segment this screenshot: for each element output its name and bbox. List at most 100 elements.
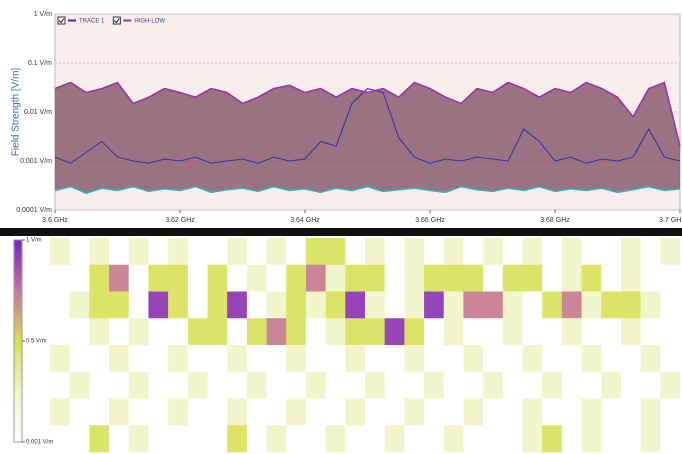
heatmap-cell	[542, 345, 563, 373]
heatmap-cell	[640, 318, 661, 346]
heatmap-cell	[384, 371, 405, 399]
heatmap-cell	[109, 238, 130, 266]
heatmap-cell	[404, 398, 425, 426]
heatmap-cell	[187, 371, 208, 399]
heatmap-cell	[443, 398, 464, 426]
heatmap-cell	[581, 291, 602, 319]
heatmap-cell	[345, 345, 366, 373]
heatmap-cell	[424, 318, 445, 346]
heatmap-cell	[365, 398, 385, 426]
legend-label: HIGH-LOW	[134, 19, 165, 25]
heatmap-cell	[522, 398, 543, 426]
heatmap-cell	[620, 318, 641, 346]
heatmap-cell	[207, 398, 228, 426]
heatmap-cell	[660, 371, 681, 399]
heatmap-cell	[168, 425, 189, 453]
heatmap-cell	[660, 345, 681, 373]
heatmap-cell	[522, 291, 543, 319]
heatmap-cell	[128, 425, 149, 453]
heatmap-cell	[483, 345, 504, 373]
heatmap-cell	[69, 318, 90, 346]
heatmap-cell	[404, 291, 425, 319]
heatmap-cell	[168, 318, 189, 346]
heatmap-cell	[522, 238, 543, 266]
heatmap-cell	[660, 264, 681, 292]
heatmap-cell	[89, 291, 110, 319]
heatmap-cell	[660, 318, 681, 346]
heatmap-cell	[128, 345, 149, 373]
heatmap-cell	[424, 264, 445, 292]
heatmap-cell	[404, 238, 425, 266]
heatmap-cell	[522, 318, 543, 346]
heatmap-cell	[640, 345, 661, 373]
heatmap-cell	[50, 371, 70, 399]
heatmap-cell	[384, 425, 405, 453]
heatmap-cell	[128, 318, 149, 346]
legend-checkbox[interactable]	[57, 16, 66, 25]
heatmap-cell	[305, 371, 326, 399]
heatmap-cell	[345, 291, 366, 319]
heatmap-cell	[227, 371, 248, 399]
heatmap-cell	[620, 291, 641, 319]
heatmap-cell	[384, 264, 405, 292]
legend-checkbox[interactable]	[112, 16, 121, 25]
heatmap-cell	[345, 318, 366, 346]
heatmap-cell	[404, 371, 425, 399]
heatmap-cell	[207, 264, 228, 292]
heatmap-cell	[620, 238, 641, 266]
heatmap-cell	[187, 238, 208, 266]
x-tick-label: 3.66 GHz	[415, 217, 445, 224]
heatmap-cell	[305, 238, 326, 266]
heatmap-cell	[325, 345, 346, 373]
heatmap-cell	[660, 398, 681, 426]
heatmap-cell	[187, 345, 208, 373]
low-line	[54, 185, 681, 194]
heatmap-cell	[522, 425, 543, 453]
checkmark	[58, 18, 65, 24]
heatmap-cell	[266, 425, 287, 453]
heatmap-cell	[305, 291, 326, 319]
heatmap-cell	[50, 345, 70, 373]
heatmap-cell	[148, 291, 169, 319]
heatmap-cell	[522, 371, 543, 399]
heatmap-cell	[227, 425, 248, 453]
heatmap-cell	[305, 425, 326, 453]
heatmap-cell	[207, 345, 228, 373]
heatmap-cell	[305, 398, 326, 426]
heatmap-cell	[443, 345, 464, 373]
heatmap-cell	[109, 264, 130, 292]
heatmap-cell	[148, 425, 169, 453]
heatmap-cell	[148, 238, 169, 266]
heatmap-cell	[404, 345, 425, 373]
heatmap-cell	[581, 345, 602, 373]
trace-line	[54, 88, 681, 164]
heatmap-cell	[227, 238, 248, 266]
heatmap-cell	[266, 264, 287, 292]
heatmap-cell	[266, 291, 287, 319]
y-axis-label: Field Strength [V/m]	[11, 68, 22, 157]
heatmap-cell	[620, 264, 641, 292]
x-tick-label: 3.64 GHz	[290, 217, 320, 224]
heatmap-cell	[50, 238, 70, 266]
heatmap-cell	[148, 345, 169, 373]
heatmap-cell	[542, 264, 563, 292]
heatmap-cell	[424, 398, 445, 426]
heatmap-cell	[443, 371, 464, 399]
heatmap-cell	[246, 264, 267, 292]
heatmap-cell	[325, 398, 346, 426]
high-low-band	[55, 82, 680, 194]
heatmap-cell	[168, 398, 189, 426]
heatmap-cell	[483, 238, 504, 266]
heatmap-cell	[128, 264, 149, 292]
heatmap-cell	[581, 425, 602, 453]
heatmap-cell	[168, 238, 189, 266]
heatmap-cell	[581, 264, 602, 292]
heatmap-cell	[305, 345, 326, 373]
heatmap-cell	[128, 371, 149, 399]
heatmap-cell	[640, 264, 661, 292]
heatmap-cell	[227, 318, 248, 346]
heatmap-cell	[542, 371, 563, 399]
heatmap-cell	[620, 345, 641, 373]
heatmap-cell	[365, 318, 385, 346]
